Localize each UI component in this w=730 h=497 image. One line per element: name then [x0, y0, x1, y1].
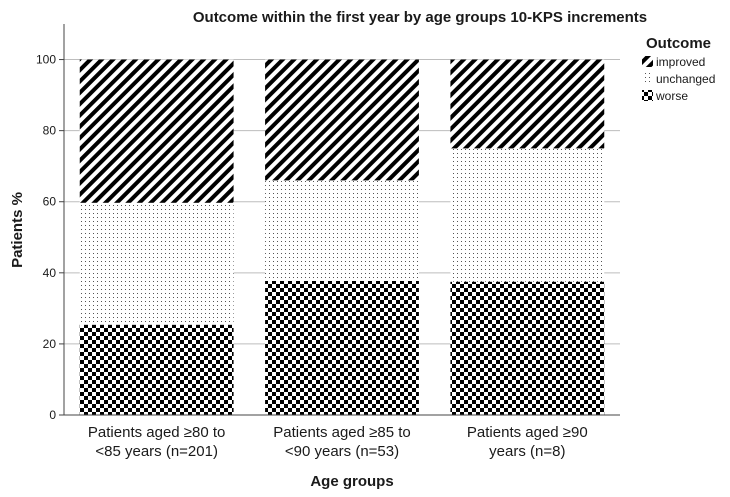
bar-segment-improved	[450, 59, 605, 149]
legend: Outcome improved unchanged worse	[642, 35, 715, 103]
x-category-label: <85 years (n=201)	[95, 443, 218, 460]
x-category-label: Patients aged ≥90	[467, 424, 588, 441]
y-tick-label: 80	[43, 124, 57, 138]
legend-label-improved: improved	[656, 55, 705, 69]
y-tick-label: 0	[49, 408, 56, 422]
legend-title: Outcome	[646, 35, 711, 52]
bar-segment-worse	[265, 280, 419, 415]
y-axis-ticks: 0 20 40 60 80 100	[36, 53, 64, 422]
bar-segment-unchanged	[450, 148, 605, 282]
bar-segment-improved	[265, 59, 419, 181]
x-category-label: <90 years (n=53)	[285, 443, 399, 460]
x-axis-title: Age groups	[310, 473, 393, 490]
bar-segment-worse	[450, 281, 605, 415]
y-tick-label: 40	[43, 266, 57, 280]
bars	[79, 59, 605, 415]
x-category-label: years (n=8)	[489, 443, 565, 460]
bar-segment-unchanged	[79, 202, 234, 325]
y-tick-label: 100	[36, 53, 56, 67]
x-category-label: Patients aged ≥85 to	[273, 424, 411, 441]
y-axis-title: Patients %	[9, 192, 26, 268]
y-tick-label: 60	[43, 195, 57, 209]
bar-segment-worse	[79, 324, 234, 415]
x-category-label: Patients aged ≥80 to	[88, 424, 226, 441]
legend-label-worse: worse	[655, 89, 688, 103]
y-tick-label: 20	[43, 337, 57, 351]
legend-swatch-unchanged	[642, 73, 653, 84]
legend-swatch-improved	[642, 56, 653, 67]
x-axis-categories: Patients aged ≥80 to <85 years (n=201) Pat…	[88, 424, 588, 460]
bar-segment-unchanged	[265, 180, 419, 281]
legend-label-unchanged: unchanged	[656, 72, 715, 86]
bar-segment-improved	[79, 59, 234, 203]
chart-title: Outcome within the first year by age gro…	[193, 9, 647, 26]
legend-swatch-worse	[642, 90, 653, 101]
